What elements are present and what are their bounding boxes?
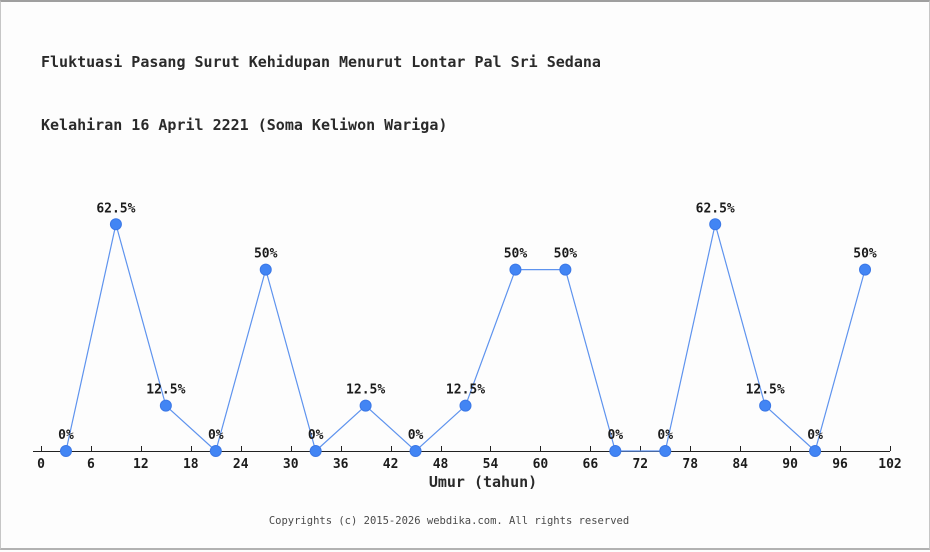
data-point-marker <box>559 263 572 276</box>
data-point-marker <box>409 445 422 457</box>
data-point-label: 62.5% <box>96 201 135 216</box>
x-tick-label: 24 <box>233 457 249 472</box>
data-point-marker <box>709 218 722 231</box>
data-point-label: 12.5% <box>746 383 785 398</box>
x-tick-label: 36 <box>333 457 349 472</box>
x-tick-label: 6 <box>87 457 95 472</box>
data-point-marker <box>209 445 222 457</box>
x-tick-label: 102 <box>878 457 901 472</box>
x-tick-label: 66 <box>583 457 599 472</box>
x-tick-label: 78 <box>682 457 698 472</box>
data-point-marker <box>609 445 622 457</box>
x-tick-label: 42 <box>383 457 399 472</box>
x-tick-label: 30 <box>283 457 299 472</box>
data-point-marker <box>759 399 772 412</box>
data-point-marker <box>809 445 822 457</box>
data-point-label: 50% <box>853 247 877 262</box>
data-point-label: 0% <box>607 428 623 443</box>
data-point-label: 0% <box>408 428 424 443</box>
data-point-label: 12.5% <box>446 383 485 398</box>
x-axis-title: Umur (tahun) <box>428 473 538 491</box>
x-tick-label: 48 <box>433 457 449 472</box>
data-point-marker <box>859 263 872 276</box>
data-point-label: 50% <box>504 247 528 262</box>
x-tick-label: 0 <box>37 457 45 472</box>
data-point-marker <box>309 445 322 457</box>
data-point-label: 0% <box>308 428 324 443</box>
data-point-label: 12.5% <box>346 383 385 398</box>
x-tick-label: 54 <box>483 457 499 472</box>
data-point-marker <box>459 399 472 412</box>
data-point-label: 12.5% <box>146 383 185 398</box>
x-tick-label: 60 <box>533 457 549 472</box>
data-point-marker <box>659 445 672 457</box>
chart-title: Fluktuasi Pasang Surut Kehidupan Menurut… <box>41 10 601 157</box>
x-tick-label: 90 <box>782 457 798 472</box>
x-tick-label: 84 <box>732 457 748 472</box>
data-point-label: 0% <box>208 428 224 443</box>
data-point-label: 50% <box>254 247 278 262</box>
chart-title-line2: Kelahiran 16 April 2221 (Soma Keliwon Wa… <box>41 116 448 134</box>
chart-line <box>65 224 866 453</box>
data-point-marker <box>259 263 272 276</box>
data-point-marker <box>109 218 122 231</box>
chart-title-line1: Fluktuasi Pasang Surut Kehidupan Menurut… <box>41 53 601 71</box>
footer-copyright: Copyrights (c) 2015-2026 webdika.com. Al… <box>268 515 630 527</box>
data-point-label: 62.5% <box>696 201 735 216</box>
data-point-label: 0% <box>657 428 673 443</box>
data-point-label: 0% <box>807 428 823 443</box>
data-point-marker <box>59 445 72 457</box>
x-tick-label: 12 <box>133 457 149 472</box>
data-point-marker <box>159 399 172 412</box>
data-point-marker <box>509 263 522 276</box>
x-tick-label: 96 <box>832 457 848 472</box>
data-point-label: 0% <box>58 428 74 443</box>
data-point-marker <box>359 399 372 412</box>
data-point-label: 50% <box>554 247 578 262</box>
x-tick-label: 72 <box>632 457 648 472</box>
x-tick-label: 18 <box>183 457 199 472</box>
